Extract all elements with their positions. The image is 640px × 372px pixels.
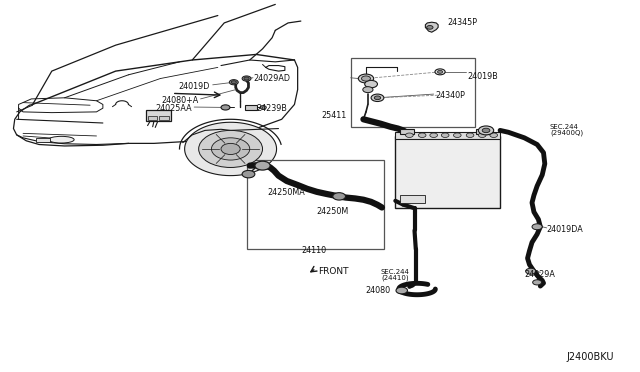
Circle shape [482, 128, 490, 133]
Circle shape [478, 133, 486, 137]
Circle shape [358, 74, 374, 83]
Circle shape [242, 170, 255, 178]
Circle shape [532, 280, 541, 285]
Circle shape [525, 268, 536, 274]
Circle shape [333, 193, 346, 200]
Text: (24410): (24410) [381, 275, 409, 281]
Circle shape [467, 133, 474, 137]
Bar [36, 138, 50, 142]
Circle shape [454, 133, 461, 137]
Circle shape [365, 80, 378, 88]
Circle shape [362, 76, 371, 81]
Circle shape [363, 87, 373, 93]
Circle shape [435, 69, 445, 75]
Text: 24080: 24080 [365, 286, 390, 295]
Circle shape [490, 133, 497, 137]
Circle shape [255, 161, 270, 170]
Circle shape [231, 81, 236, 84]
Circle shape [221, 105, 230, 110]
Text: 24250M: 24250M [316, 207, 348, 216]
Circle shape [374, 96, 381, 100]
Circle shape [229, 80, 238, 85]
Ellipse shape [49, 137, 74, 143]
Text: J2400BKU: J2400BKU [566, 352, 614, 362]
Bar [148, 116, 157, 120]
Text: 24340P: 24340P [435, 91, 465, 100]
Circle shape [221, 143, 240, 154]
Text: (29400Q): (29400Q) [550, 130, 583, 136]
Circle shape [430, 133, 438, 137]
Circle shape [211, 138, 250, 160]
Text: 24029AD: 24029AD [253, 74, 290, 83]
Circle shape [478, 126, 493, 135]
Circle shape [406, 133, 413, 137]
Bar [147, 110, 171, 121]
Bar [476, 129, 490, 134]
Circle shape [532, 224, 542, 230]
Circle shape [198, 131, 262, 167]
Bar [159, 116, 169, 120]
Circle shape [371, 94, 384, 102]
Circle shape [438, 70, 443, 73]
Text: 24250MA: 24250MA [268, 188, 305, 197]
Text: SEC.244: SEC.244 [550, 124, 579, 130]
Circle shape [396, 287, 408, 294]
Bar [395, 136, 500, 208]
Polygon shape [426, 22, 438, 32]
Bar [400, 195, 426, 203]
Bar [351, 58, 475, 127]
Text: 24080+A: 24080+A [161, 96, 198, 105]
Text: 24025AA: 24025AA [156, 104, 192, 113]
Circle shape [244, 77, 249, 80]
Bar [400, 129, 414, 134]
Text: SEC.244: SEC.244 [381, 269, 410, 275]
Text: 24019D: 24019D [179, 82, 210, 91]
Text: 24029A: 24029A [524, 270, 556, 279]
Text: 25411: 25411 [321, 111, 347, 120]
Bar [245, 105, 257, 110]
Text: 24345P: 24345P [448, 19, 477, 28]
Circle shape [419, 133, 426, 137]
Circle shape [427, 26, 433, 29]
Circle shape [442, 133, 449, 137]
Text: FRONT: FRONT [318, 267, 349, 276]
Circle shape [242, 76, 251, 81]
Polygon shape [185, 122, 276, 176]
Text: 24019DA: 24019DA [547, 225, 584, 234]
Text: 24110: 24110 [301, 246, 326, 255]
Bar [246, 160, 384, 249]
Circle shape [260, 106, 266, 109]
Text: 24239B: 24239B [256, 104, 287, 113]
Bar [395, 132, 500, 138]
Text: 24019B: 24019B [467, 72, 498, 81]
